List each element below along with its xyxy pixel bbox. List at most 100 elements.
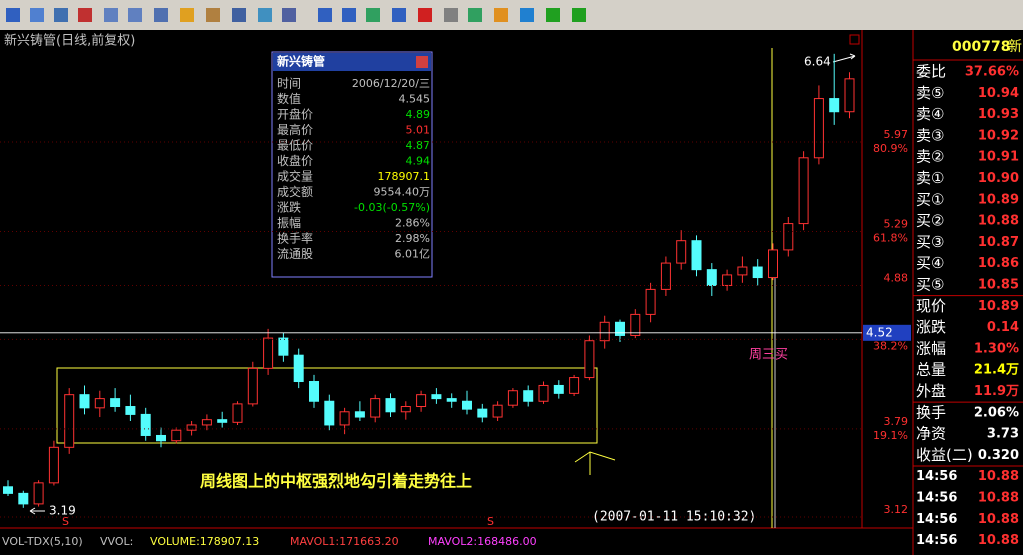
pct-tick-label: 80.9% — [873, 142, 908, 155]
tool-icon[interactable] — [494, 8, 508, 22]
cursor-box — [863, 324, 911, 341]
quote-label: 净资 — [916, 425, 946, 443]
candle-body — [615, 321, 625, 336]
tool-icon[interactable] — [546, 8, 560, 22]
tool-icon[interactable] — [104, 8, 118, 22]
candle-body — [813, 98, 824, 159]
quote-label: 外盘 — [916, 382, 946, 400]
popup-value: 2.98% — [395, 232, 430, 245]
tool-icon[interactable] — [572, 8, 586, 22]
candle-body — [125, 406, 136, 415]
pointer-arrow — [574, 451, 616, 475]
volume-item: VOL-TDX(5,10) — [2, 535, 83, 548]
quote-label: 买⑤ — [916, 276, 944, 294]
info-popup: 新兴铸管 时间 2006/12/20/三数值 4.545 开盘价 4.89 最高价 5.01… — [271, 51, 433, 278]
tool-icon[interactable] — [154, 8, 168, 22]
tool-icon[interactable] — [180, 8, 194, 22]
candle-body — [569, 377, 580, 394]
tool-icon[interactable] — [318, 8, 332, 22]
quote-label: 买② — [916, 212, 944, 230]
popup-value: 4.545 — [399, 93, 431, 106]
popup-title: 新兴铸管 — [277, 54, 325, 69]
popup-value: 4.87 — [406, 139, 431, 152]
candle-body — [247, 367, 258, 405]
candle-body — [446, 398, 457, 402]
sell-mark: S — [62, 515, 69, 528]
quote-value: 3.73 — [987, 427, 1019, 442]
tool-icon[interactable] — [392, 8, 406, 22]
quote-value: 10.89 — [978, 299, 1019, 314]
quote-value: 10.93 — [978, 107, 1019, 122]
quote-label: 委比 — [916, 63, 946, 81]
candle-body — [140, 413, 151, 436]
popup-label: 振幅 — [277, 215, 301, 230]
tool-icon[interactable] — [468, 8, 482, 22]
popup-value: 4.89 — [406, 108, 431, 121]
tool-icon[interactable] — [78, 8, 92, 22]
candle-body — [829, 98, 840, 113]
candle-body — [584, 340, 595, 379]
candle-body — [492, 404, 503, 418]
popup-value: 6.01亿 — [395, 248, 431, 261]
quote-value: 10.88 — [978, 512, 1019, 527]
pct-tick-label: 38.2% — [873, 339, 908, 352]
tool-icon[interactable] — [206, 8, 220, 22]
stock-code: 000778 — [952, 39, 1010, 55]
pct-tick-label: 19.1% — [873, 429, 908, 442]
low-label: 3.19 — [49, 504, 76, 518]
quote-value: 10.88 — [978, 469, 1019, 484]
quote-label: 买① — [916, 190, 944, 208]
candle-body — [385, 398, 396, 413]
candle-body — [783, 223, 794, 251]
candle-body — [416, 394, 427, 408]
quote-value: 10.87 — [978, 235, 1019, 250]
tool-icon[interactable] — [6, 8, 20, 22]
tool-icon[interactable] — [232, 8, 246, 22]
quote-value: 10.86 — [978, 256, 1019, 271]
candle-body — [156, 434, 166, 442]
volume-item: VVOL: — [100, 535, 133, 548]
quote-label: 买③ — [916, 233, 944, 251]
chart-title: 新兴铸管(日线,前复权) — [4, 33, 135, 49]
tool-icon[interactable] — [418, 8, 432, 22]
tool-icon[interactable] — [444, 8, 458, 22]
tool-icon[interactable] — [54, 8, 68, 22]
popup-label: 成交额 — [277, 184, 313, 199]
candle-body — [462, 400, 472, 410]
candle-body — [431, 394, 442, 400]
tool-icon[interactable] — [282, 8, 296, 22]
quote-label: 卖④ — [916, 105, 944, 123]
tool-icon[interactable] — [342, 8, 356, 22]
popup-label: 开盘价 — [277, 107, 313, 122]
candle-body — [48, 446, 59, 484]
candle-body — [768, 249, 778, 279]
candle-body — [630, 313, 641, 336]
quote-label: 14:56 — [916, 469, 957, 484]
quote-value: 21.4万 — [974, 363, 1019, 378]
toolbar — [0, 0, 1023, 30]
candle-body — [278, 337, 289, 356]
popup-label: 收盘价 — [277, 153, 313, 168]
popup-close[interactable] — [416, 56, 428, 68]
candle-body — [263, 337, 274, 369]
candle-body — [370, 398, 381, 418]
candle-body — [645, 288, 656, 315]
popup-value: 2006/12/20/三 — [352, 77, 430, 90]
low-arrow — [29, 507, 45, 515]
popup-value: 9554.40万 — [374, 186, 431, 199]
quote-label: 卖⑤ — [916, 84, 944, 102]
tool-icon[interactable] — [520, 8, 534, 22]
candle-body — [676, 240, 687, 264]
tool-icon[interactable] — [366, 8, 380, 22]
tool-icon[interactable] — [258, 8, 272, 22]
tool-icon[interactable] — [30, 8, 44, 22]
quote-label: 涨幅 — [916, 339, 946, 357]
sell-mark: S — [487, 515, 494, 528]
tool-icon[interactable] — [128, 8, 142, 22]
candle-body — [523, 390, 534, 402]
candle-body — [94, 398, 105, 409]
volume-item: MAVOL2:168486.00 — [428, 535, 537, 548]
quote-value: 10.88 — [978, 533, 1019, 548]
